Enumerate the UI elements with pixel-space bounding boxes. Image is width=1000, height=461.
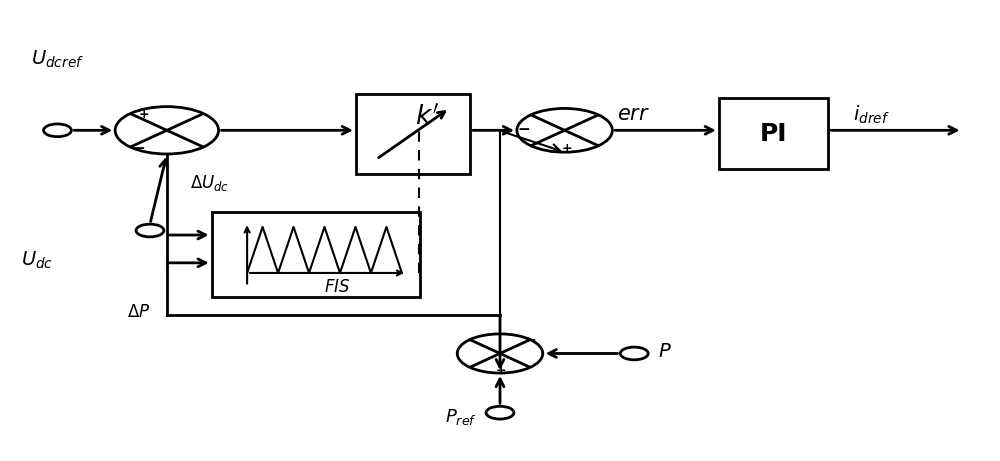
Text: $P_{ref}$: $P_{ref}$ [445, 407, 477, 427]
Circle shape [486, 406, 514, 419]
Bar [356, 94, 470, 174]
Bar [212, 212, 420, 296]
Text: $U_{dc}$: $U_{dc}$ [21, 249, 53, 271]
Text: $i_{dref}$: $i_{dref}$ [853, 103, 890, 125]
Circle shape [44, 124, 71, 136]
Text: $\Delta U_{dc}$: $\Delta U_{dc}$ [190, 173, 229, 193]
Circle shape [620, 347, 648, 360]
Text: $k'$: $k'$ [415, 105, 439, 131]
Text: +: + [561, 142, 572, 155]
Text: −: − [518, 122, 530, 137]
Text: $\Delta P$: $\Delta P$ [127, 303, 150, 321]
Text: +: + [138, 108, 149, 121]
Text: −: − [524, 332, 536, 346]
Text: $U_{dcref}$: $U_{dcref}$ [31, 49, 84, 71]
Circle shape [136, 224, 164, 237]
Text: $err$: $err$ [617, 104, 650, 124]
Text: $FIS$: $FIS$ [324, 278, 350, 296]
Text: +: + [496, 364, 506, 377]
Text: PI: PI [760, 122, 787, 146]
Text: −: − [132, 141, 145, 155]
Text: $P$: $P$ [658, 342, 672, 361]
Bar [719, 98, 828, 169]
